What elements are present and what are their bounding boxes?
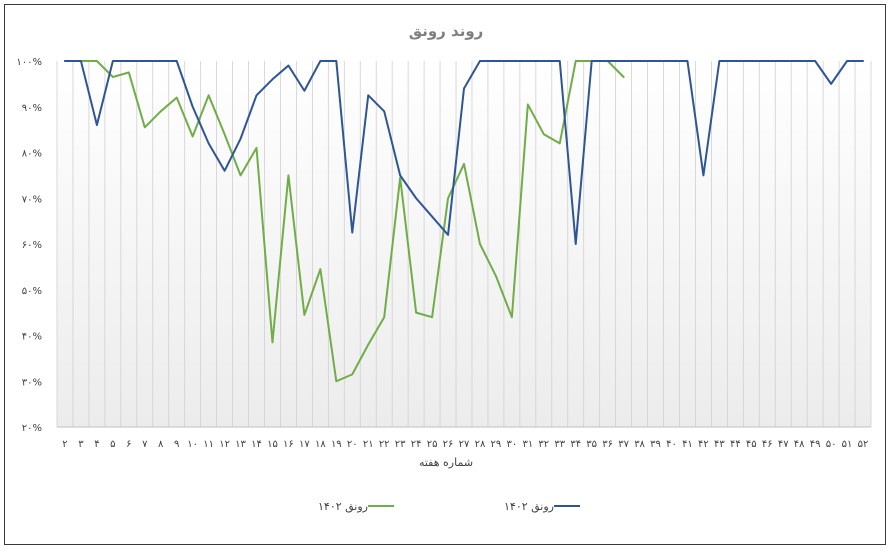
x-tick-label: ۲۶ bbox=[443, 439, 454, 450]
x-tick-label: ۸ bbox=[158, 439, 164, 450]
x-tick-label: ۱۶ bbox=[283, 439, 294, 450]
series-line-green bbox=[63, 60, 625, 383]
x-tick-label: ۵۰ bbox=[826, 439, 837, 450]
x-tick-label: ۳۴ bbox=[570, 439, 581, 450]
x-tick-label: ۴۷ bbox=[778, 439, 789, 450]
x-tick-label: ۱۰ bbox=[187, 439, 198, 450]
x-tick-label: ۱۱ bbox=[203, 439, 214, 450]
x-tick-label: ۲۵ bbox=[427, 439, 438, 450]
y-tick-label: ۵۰% bbox=[22, 286, 42, 297]
x-tick-label: ۳۰ bbox=[507, 439, 518, 450]
y-tick-label: ۶۰% bbox=[22, 240, 42, 251]
x-axis-label: شماره هفته bbox=[418, 456, 474, 469]
x-tick-label: ۳۷ bbox=[618, 439, 629, 450]
x-tick-label: ۴۳ bbox=[714, 439, 725, 450]
chart-title: روند رونق bbox=[408, 22, 484, 40]
legend-swatch-blue bbox=[554, 505, 580, 507]
x-tick-label: ۳۲ bbox=[538, 439, 549, 450]
y-tick-label: ۱۰۰% bbox=[16, 57, 42, 68]
x-tick-label: ۳ bbox=[78, 439, 84, 450]
x-tick-label: ۴۰ bbox=[666, 439, 677, 450]
x-tick-label: ۴۶ bbox=[762, 439, 773, 450]
x-tick-label: ۳۵ bbox=[586, 439, 597, 450]
legend-item-green: رونق ۱۴۰۲ bbox=[318, 497, 400, 515]
x-tick-label: ۶ bbox=[126, 439, 131, 450]
x-tick-label: ۴۸ bbox=[794, 439, 805, 450]
x-tick-label: ۲۰ bbox=[347, 439, 358, 450]
legend-label-green: رونق ۱۴۰۲ bbox=[318, 499, 368, 513]
x-tick-label: ۳۶ bbox=[602, 439, 613, 450]
x-tick-label: ۲۷ bbox=[459, 439, 470, 450]
x-tick-label: ۷ bbox=[142, 439, 148, 450]
x-tick-label: ۳۸ bbox=[634, 439, 645, 450]
series-line-blue bbox=[63, 60, 865, 245]
x-tick-label: ۱۳ bbox=[235, 439, 246, 450]
x-tick-label: ۲۳ bbox=[395, 439, 406, 450]
plot-area bbox=[57, 61, 871, 427]
x-tick-label: ۵ bbox=[110, 439, 115, 450]
y-tick-label: ۹۰% bbox=[22, 103, 42, 114]
x-tick-label: ۱۵ bbox=[267, 439, 278, 450]
y-tick-label: ۷۰% bbox=[22, 194, 42, 205]
x-tick-label: ۳۹ bbox=[650, 439, 661, 450]
legend-item-blue: رونق ۱۴۰۲ bbox=[504, 497, 586, 515]
x-tick-label: ۲ bbox=[62, 439, 67, 450]
axes: ۱۰۰%۹۰%۸۰%۷۰%۶۰%۵۰%۴۰%۳۰%۲۰%۲ ۳ ۴ ۵ ۶ ۷ ۸ ۹ ۱۰ ۱۱… bbox=[16, 57, 871, 450]
x-tick-label: ۴۲ bbox=[698, 439, 709, 450]
series-lines bbox=[63, 60, 865, 383]
x-tick-label: ۲۹ bbox=[491, 439, 502, 450]
x-tick-label: ۱۹ bbox=[331, 439, 342, 450]
x-tick-label: ۵۱ bbox=[842, 439, 853, 450]
x-tick-label: ۴۱ bbox=[682, 439, 693, 450]
x-tick-label: ۱۴ bbox=[251, 439, 262, 450]
y-tick-label: ۸۰% bbox=[22, 149, 42, 160]
x-tick-label: ۲۴ bbox=[411, 439, 422, 450]
x-tick-label: ۲۱ bbox=[363, 439, 374, 450]
x-tick-label: ۵۲ bbox=[858, 439, 869, 450]
y-tick-label: ۴۰% bbox=[22, 332, 42, 343]
legend-label-blue: رونق ۱۴۰۲ bbox=[504, 499, 554, 513]
x-tick-label: ۱۲ bbox=[219, 439, 230, 450]
y-tick-label: ۳۰% bbox=[22, 377, 42, 388]
x-tick-label: ۳۳ bbox=[554, 439, 565, 450]
x-tick-label: ۴ bbox=[94, 439, 99, 450]
x-tick-label: ۴۴ bbox=[730, 439, 741, 450]
x-tick-label: ۴۵ bbox=[746, 439, 757, 450]
x-tick-label: ۱۸ bbox=[315, 439, 326, 450]
x-tick-label: ۳۱ bbox=[522, 439, 533, 450]
y-tick-label: ۲۰% bbox=[22, 423, 42, 434]
x-tick-label: ۴۹ bbox=[810, 439, 821, 450]
x-tick-label: ۲۲ bbox=[379, 439, 390, 450]
x-tick-label: ۹ bbox=[174, 439, 179, 450]
legend-swatch-green bbox=[368, 505, 394, 507]
x-tick-label: ۲۸ bbox=[475, 439, 486, 450]
x-tick-label: ۱۷ bbox=[299, 439, 310, 450]
